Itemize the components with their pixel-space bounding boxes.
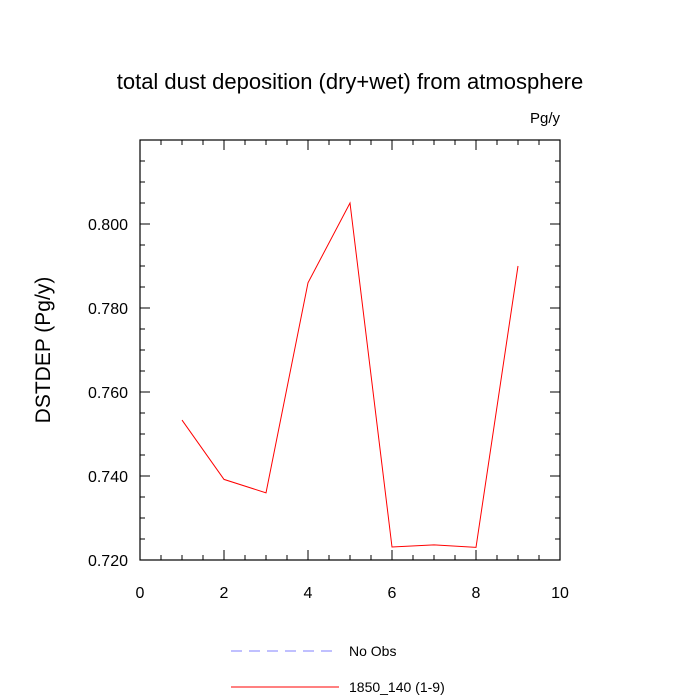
- x-tick-labels: 0 2 4 6 8 10: [136, 585, 569, 602]
- legend: No Obs 1850_140 (1-9): [231, 643, 445, 695]
- series-line: [181, 201, 519, 548]
- legend-label: 1850_140 (1-9): [349, 679, 445, 695]
- axis-ticks: [139, 140, 561, 561]
- x-tick-label: 4: [304, 585, 313, 602]
- x-tick-label: 10: [551, 585, 569, 602]
- y-tick-label: 0.720: [88, 553, 128, 570]
- x-tick-label: 0: [136, 585, 145, 602]
- chart-title: total dust deposition (dry+wet) from atm…: [117, 69, 584, 94]
- y-tick-label: 0.800: [88, 217, 128, 234]
- x-tick-label: 8: [472, 585, 481, 602]
- units-label: Pg/y: [530, 110, 561, 127]
- y-axis-title: DSTDEP (Pg/y): [32, 277, 55, 424]
- y-tick-label: 0.760: [88, 385, 128, 402]
- x-tick-label: 2: [220, 585, 229, 602]
- x-tick-label: 6: [388, 585, 397, 602]
- y-tick-label: 0.780: [88, 301, 128, 318]
- legend-label: No Obs: [349, 643, 396, 659]
- y-tick-label: 0.740: [88, 469, 128, 486]
- series-lines: [181, 201, 519, 548]
- y-tick-labels: 0.720 0.740 0.760 0.780 0.800: [88, 217, 128, 570]
